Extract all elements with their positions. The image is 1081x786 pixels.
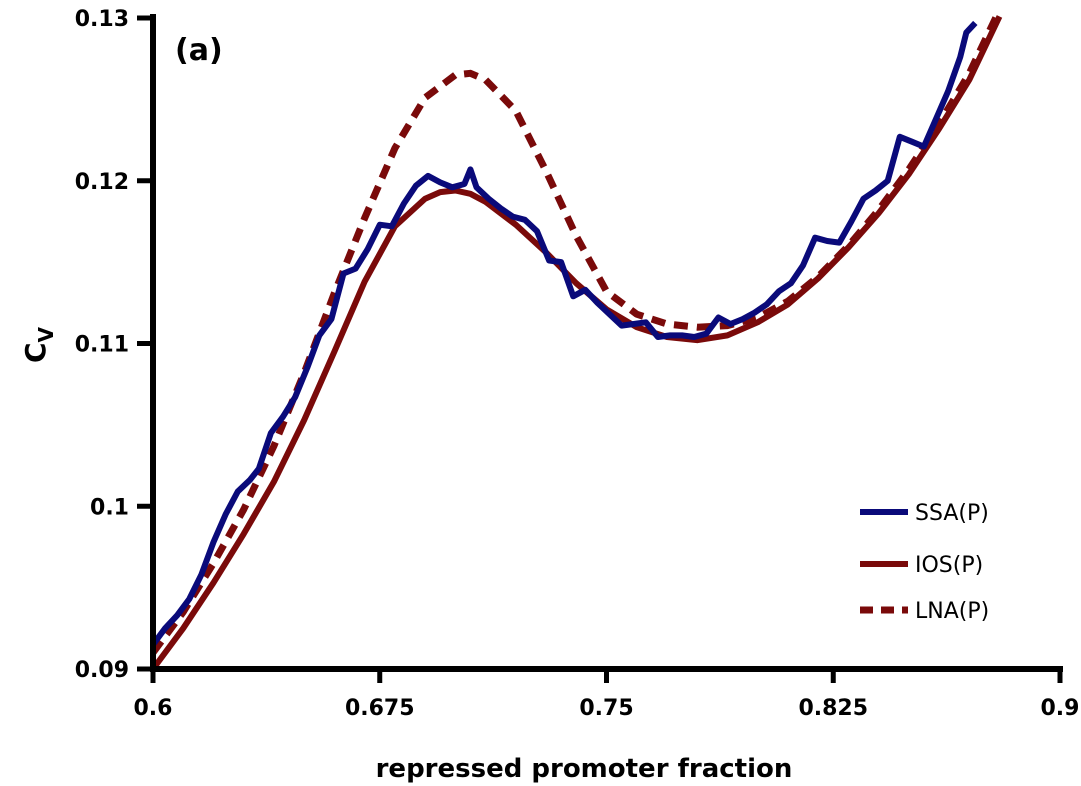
y-tick-label: 0.09	[75, 658, 129, 683]
series-line-ios-p	[150, 15, 1003, 671]
series-layer	[150, 8, 1003, 671]
y-tick-label: 0.12	[75, 170, 129, 195]
y-tick-label: 0.1	[90, 495, 129, 520]
legend-label-lna-p: LNA(P)	[915, 599, 989, 624]
x-tick-label: 0.825	[798, 696, 868, 721]
y-tick-label: 0.13	[75, 7, 129, 32]
y-axis-title: CV	[19, 326, 58, 363]
y-axis-title-subscript: V	[34, 326, 58, 342]
legend-label-ios-p: IOS(P)	[915, 553, 983, 578]
x-tick-label: 0.75	[579, 696, 633, 721]
legend-label-ssa-p: SSA(P)	[915, 501, 989, 526]
series-line-lna-p	[150, 8, 1003, 655]
y-axis-title-main: C	[19, 342, 52, 363]
x-tick-label: 0.9	[1041, 696, 1080, 721]
series-line-ssa-p	[150, 20, 978, 647]
x-tick-label: 0.675	[345, 696, 415, 721]
y-tick-label: 0.11	[75, 333, 129, 358]
x-axis-title: repressed promoter fraction	[376, 754, 793, 784]
panel-label: (a)	[175, 33, 223, 68]
axes: 0.6 0.675 0.75 0.825 0.9 0.09 0.1 0.11 0.12 0.13	[75, 7, 1080, 721]
legend: SSA(P) IOS(P) LNA(P)	[860, 501, 989, 624]
x-tick-label: 0.6	[134, 696, 173, 721]
